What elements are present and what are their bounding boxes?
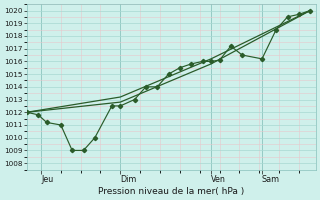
X-axis label: Pression niveau de la mer( hPa ): Pression niveau de la mer( hPa )	[98, 187, 244, 196]
